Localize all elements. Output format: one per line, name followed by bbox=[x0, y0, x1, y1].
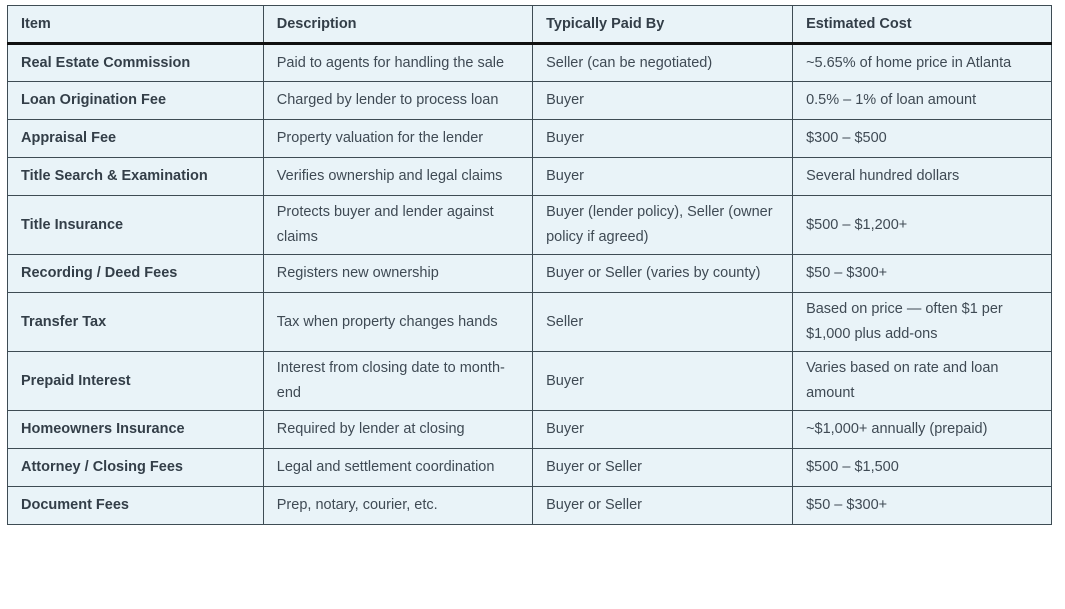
cell-description: Prep, notary, courier, etc. bbox=[262, 486, 534, 525]
cell-description: Charged by lender to process loan bbox=[262, 81, 534, 120]
closing-costs-table: Item Description Typically Paid By Estim… bbox=[7, 5, 1052, 525]
cell-item: Homeowners Insurance bbox=[7, 410, 264, 449]
cell-cost: $50 – $300+ bbox=[792, 254, 1052, 293]
cell-item: Transfer Tax bbox=[7, 292, 264, 352]
cell-cost: Several hundred dollars bbox=[792, 157, 1052, 196]
cell-cost: Based on price — often $1 per $1,000 plu… bbox=[792, 292, 1052, 352]
table-row: Recording / Deed Fees Registers new owne… bbox=[7, 254, 1052, 293]
table-row: Loan Origination Fee Charged by lender t… bbox=[7, 81, 1052, 120]
cell-paid-by: Buyer or Seller bbox=[532, 448, 794, 487]
cell-cost: $50 – $300+ bbox=[792, 486, 1052, 525]
cell-paid-by: Buyer or Seller (varies by county) bbox=[532, 254, 794, 293]
table-header: Item Description Typically Paid By Estim… bbox=[7, 5, 1052, 45]
table-row: Attorney / Closing Fees Legal and settle… bbox=[7, 448, 1052, 487]
cell-description: Property valuation for the lender bbox=[262, 119, 534, 158]
cell-description: Legal and settlement coordination bbox=[262, 448, 534, 487]
cell-item: Attorney / Closing Fees bbox=[7, 448, 264, 487]
cell-item: Title Search & Examination bbox=[7, 157, 264, 196]
cell-description: Required by lender at closing bbox=[262, 410, 534, 449]
cell-description: Registers new ownership bbox=[262, 254, 534, 293]
cell-description: Protects buyer and lender against claims bbox=[262, 195, 534, 255]
cell-description: Interest from closing date to month-end bbox=[262, 351, 534, 411]
cell-description: Tax when property changes hands bbox=[262, 292, 534, 352]
cell-cost: ~5.65% of home price in Atlanta bbox=[792, 43, 1052, 82]
table-row: Real Estate Commission Paid to agents fo… bbox=[7, 43, 1052, 82]
table-row: Title Search & Examination Verifies owne… bbox=[7, 157, 1052, 196]
table-row: Homeowners Insurance Required by lender … bbox=[7, 410, 1052, 449]
header-row: Item Description Typically Paid By Estim… bbox=[7, 5, 1052, 45]
cell-cost: 0.5% – 1% of loan amount bbox=[792, 81, 1052, 120]
table-body: Real Estate Commission Paid to agents fo… bbox=[7, 43, 1052, 525]
cell-paid-by: Buyer bbox=[532, 119, 794, 158]
cell-item: Appraisal Fee bbox=[7, 119, 264, 158]
cell-item: Title Insurance bbox=[7, 195, 264, 255]
cell-description: Paid to agents for handling the sale bbox=[262, 43, 534, 82]
table-row: Prepaid Interest Interest from closing d… bbox=[7, 351, 1052, 411]
cell-cost: ~$1,000+ annually (prepaid) bbox=[792, 410, 1052, 449]
table-row: Document Fees Prep, notary, courier, etc… bbox=[7, 486, 1052, 525]
cell-item: Recording / Deed Fees bbox=[7, 254, 264, 293]
cell-paid-by: Seller (can be negotiated) bbox=[532, 43, 794, 82]
table-row: Transfer Tax Tax when property changes h… bbox=[7, 292, 1052, 352]
column-header-estimated-cost: Estimated Cost bbox=[792, 5, 1052, 45]
cell-paid-by: Seller bbox=[532, 292, 794, 352]
cell-paid-by: Buyer bbox=[532, 81, 794, 120]
table-row: Appraisal Fee Property valuation for the… bbox=[7, 119, 1052, 158]
cell-cost: $300 – $500 bbox=[792, 119, 1052, 158]
cell-paid-by: Buyer bbox=[532, 157, 794, 196]
column-header-item: Item bbox=[7, 5, 264, 45]
table-row: Title Insurance Protects buyer and lende… bbox=[7, 195, 1052, 255]
cell-cost: $500 – $1,200+ bbox=[792, 195, 1052, 255]
cell-paid-by: Buyer (lender policy), Seller (owner pol… bbox=[532, 195, 794, 255]
cell-description: Verifies ownership and legal claims bbox=[262, 157, 534, 196]
cell-item: Loan Origination Fee bbox=[7, 81, 264, 120]
cell-paid-by: Buyer or Seller bbox=[532, 486, 794, 525]
cell-item: Document Fees bbox=[7, 486, 264, 525]
column-header-description: Description bbox=[262, 5, 534, 45]
cell-paid-by: Buyer bbox=[532, 410, 794, 449]
cell-cost: $500 – $1,500 bbox=[792, 448, 1052, 487]
cell-cost: Varies based on rate and loan amount bbox=[792, 351, 1052, 411]
cell-paid-by: Buyer bbox=[532, 351, 794, 411]
cell-item: Prepaid Interest bbox=[7, 351, 264, 411]
column-header-paid-by: Typically Paid By bbox=[532, 5, 794, 45]
cell-item: Real Estate Commission bbox=[7, 43, 264, 82]
